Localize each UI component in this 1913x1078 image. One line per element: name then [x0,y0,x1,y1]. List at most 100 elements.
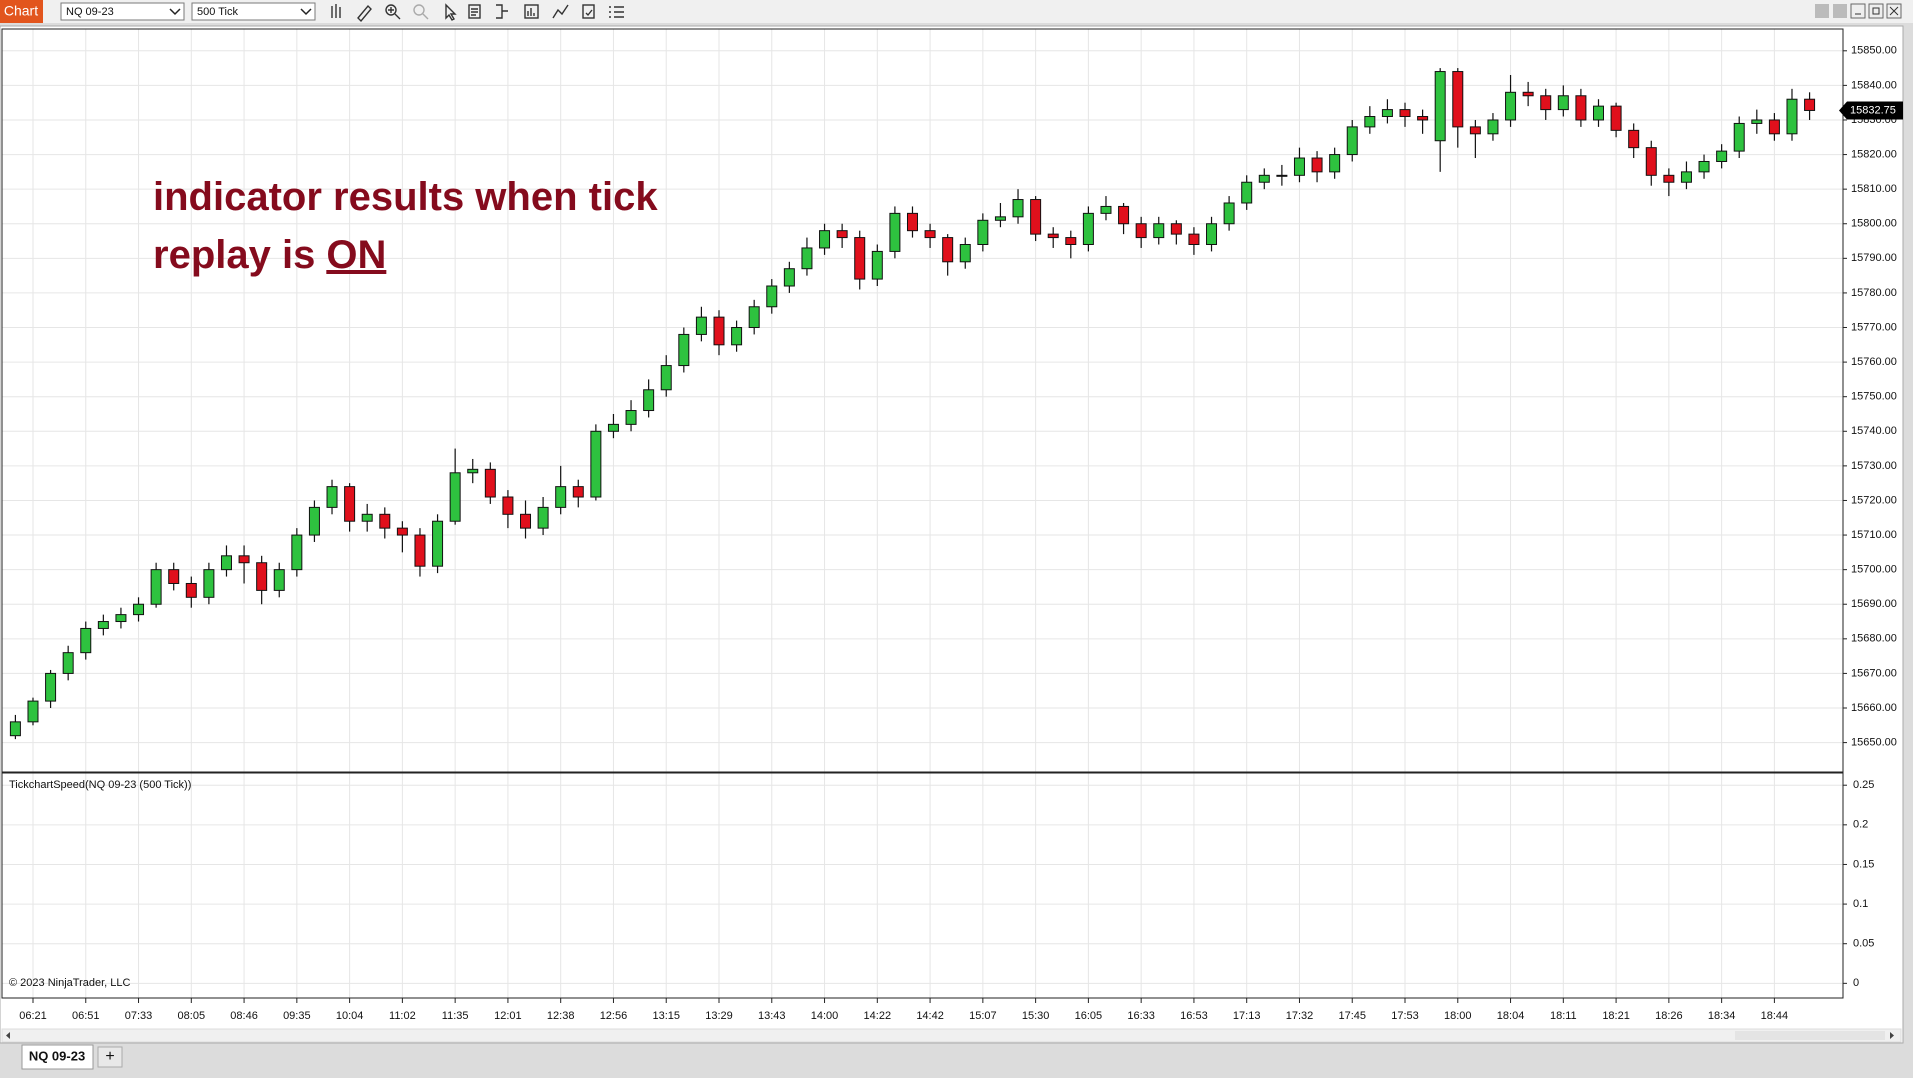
add-tab-button[interactable] [97,1046,123,1068]
candle-body [695,316,707,335]
candle-body [27,700,39,723]
candle-body [520,513,532,529]
instrument-dropdown[interactable] [60,2,185,21]
x-tick-label: 11:35 [442,1010,469,1022]
candle-body [1768,119,1780,135]
y-tick-label: 15840.00 [1851,79,1897,91]
tab[interactable] [21,1044,94,1070]
candle-body [1100,205,1112,214]
y-tick-label: 15650.00 [1851,737,1897,749]
candle-body [1469,126,1481,135]
candle-body [1276,174,1288,177]
app-tab[interactable] [0,0,43,23]
candle-body [1505,91,1517,121]
candle-body [1293,157,1305,176]
candle-body [396,527,408,536]
x-tick-label: 06:51 [72,1010,100,1022]
x-tick-label: 14:22 [864,1010,892,1022]
candle-body [537,506,549,529]
grid [2,29,1843,998]
candle-body [1311,157,1323,173]
candle-body [1258,174,1270,183]
candle-body [783,268,795,287]
candle-body [1417,116,1429,121]
x-tick-label: 15:07 [969,1010,997,1022]
candle-body [906,212,918,232]
candle-body [1135,223,1147,239]
candle-body [959,243,971,263]
y-tick-label: 0.15 [1853,858,1874,870]
price-marker [1839,101,1903,120]
candle-body [977,219,989,245]
y-tick-label: 0 [1853,977,1859,989]
candle-body [467,468,479,474]
candle-body [238,555,250,564]
y-tick-label: 0.2 [1853,819,1868,831]
candle-body [220,555,232,571]
candle-body [1012,199,1024,218]
toolbar-icons[interactable] [331,3,624,23]
candle-body [1047,233,1059,239]
y-tick-label: 15690.00 [1851,598,1897,610]
candle-body [1082,212,1094,245]
candle-body [1540,95,1552,111]
candle-body [1329,154,1341,173]
candle-body [45,672,57,702]
x-tick-label: 17:32 [1286,1010,1314,1022]
candle-body [1118,205,1130,225]
add-tab-label: + [105,1048,114,1065]
price-panel [1,28,1844,773]
y-tick-label: 15750.00 [1851,391,1897,403]
candle-body [9,721,21,737]
y-tick-label: 15800.00 [1851,218,1897,230]
y-tick-label: 15700.00 [1851,564,1897,576]
candle-body [1663,174,1675,183]
candle-body [80,627,92,654]
candle-body [1452,71,1464,128]
candle-body [1522,91,1534,97]
x-tick-label: 14:00 [811,1010,839,1022]
window-buttons[interactable] [1815,3,1902,19]
candle-body [1223,202,1235,225]
candle-body [660,365,672,391]
scrollbar[interactable] [1,1028,1902,1043]
y-tick-label: 15790.00 [1851,252,1897,264]
candle-body [1733,122,1745,152]
candle-body [731,327,743,346]
candle-body [379,513,391,529]
candle-body [502,496,514,515]
x-tick-label: 08:05 [178,1010,206,1022]
candle-body [115,614,127,623]
y-tick-label: 15670.00 [1851,667,1897,679]
candle-body [766,285,778,308]
x-tick-label: 14:42 [916,1010,944,1022]
y-tick-label: 15770.00 [1851,321,1897,333]
plot [9,68,1816,740]
interval-dropdown[interactable] [191,2,316,21]
candle-body [1716,150,1728,162]
dropdown-arrow [169,8,181,16]
dropdown-arrow [300,8,312,16]
scroll-thumb[interactable] [1735,1031,1885,1040]
x-tick-label: 13:15 [652,1010,680,1022]
indicator-title: TickchartSpeed(NQ 09-23 (500 Tick)) [9,779,191,791]
toolbar [0,0,1913,23]
candle-body [1698,160,1710,173]
x-tick-label: 18:00 [1444,1010,1472,1022]
candle-body [484,468,496,498]
candle-body [1680,171,1692,183]
y-tick-label: 0.05 [1853,938,1874,950]
annotation: indicator results when tick [153,175,658,219]
candle-body [133,603,145,616]
y-tick-label: 15810.00 [1851,183,1897,195]
y-tick-label: 0.1 [1853,898,1868,910]
candle-body [344,486,356,522]
candle-body [924,230,936,239]
x-tick-label: 06:21 [19,1010,47,1022]
candle-body [1381,109,1393,118]
x-tick-label: 10:04 [336,1010,364,1022]
indicator-panel [1,772,1844,999]
x-tick-label: 09:35 [283,1010,311,1022]
x-tick-label: 12:56 [600,1010,628,1022]
